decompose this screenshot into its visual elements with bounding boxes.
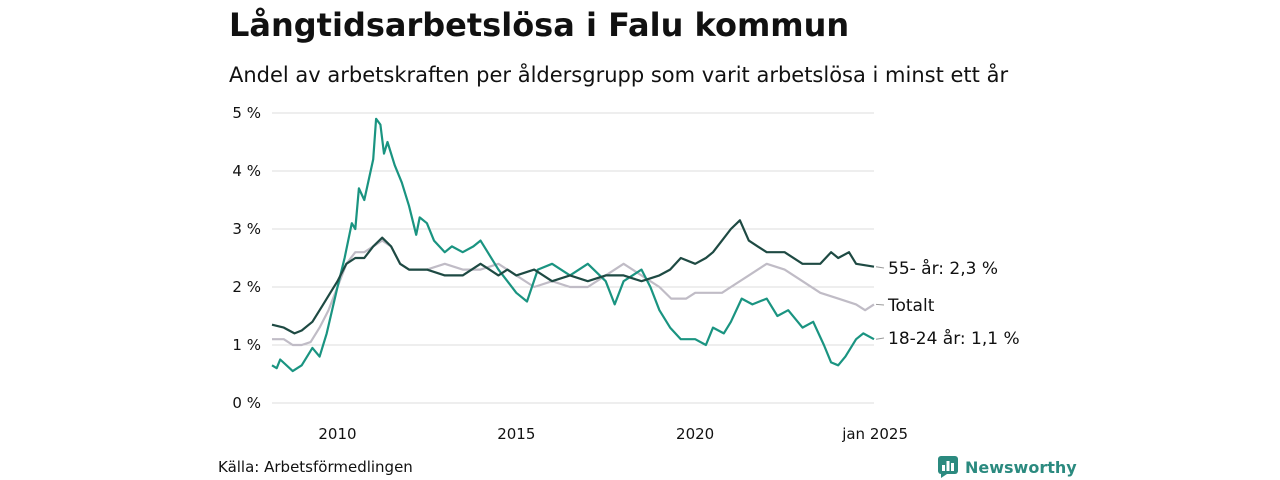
y-tick-label: 2 % xyxy=(232,278,261,296)
series-line xyxy=(271,219,875,335)
y-tick-label: 1 % xyxy=(232,336,261,354)
series-line xyxy=(272,239,875,347)
series-end-label: Totalt xyxy=(887,296,935,316)
series-lines xyxy=(271,117,875,373)
label-connector xyxy=(875,337,885,340)
series-end-label: 18-24 år: 1,1 % xyxy=(888,328,1020,349)
y-tick-label: 4 % xyxy=(232,162,261,180)
source-note: Källa: Arbetsförmedlingen xyxy=(218,458,413,476)
series-line xyxy=(271,117,875,373)
brand-logo: Newsworthy xyxy=(938,456,1077,478)
x-tick-label: 2020 xyxy=(676,425,714,443)
x-axis-ticks: 2010 2015 2020 jan 2025 xyxy=(318,425,908,443)
series-end-label: 55- år: 2,3 % xyxy=(888,258,998,279)
x-tick-label: jan 2025 xyxy=(841,425,908,443)
y-tick-label: 5 % xyxy=(232,104,261,122)
chart-subtitle: Andel av arbetskraften per åldersgrupp s… xyxy=(229,63,1009,87)
x-tick-label: 2010 xyxy=(318,425,356,443)
label-connector xyxy=(875,266,885,269)
y-tick-label: 0 % xyxy=(232,394,261,412)
bar-chart-icon xyxy=(938,456,958,478)
x-tick-label: 2015 xyxy=(497,425,535,443)
y-axis-ticks: 0 % 1 % 2 % 3 % 4 % 5 % xyxy=(232,104,261,412)
y-tick-label: 3 % xyxy=(232,220,261,238)
chart-title: Långtidsarbetslösa i Falu kommun xyxy=(229,6,850,44)
series-end-labels: Totalt 18-24 år: 1,1 % 55- år: 2,3 % xyxy=(875,258,1020,349)
label-connector xyxy=(875,303,885,306)
brand-name: Newsworthy xyxy=(965,457,1077,477)
